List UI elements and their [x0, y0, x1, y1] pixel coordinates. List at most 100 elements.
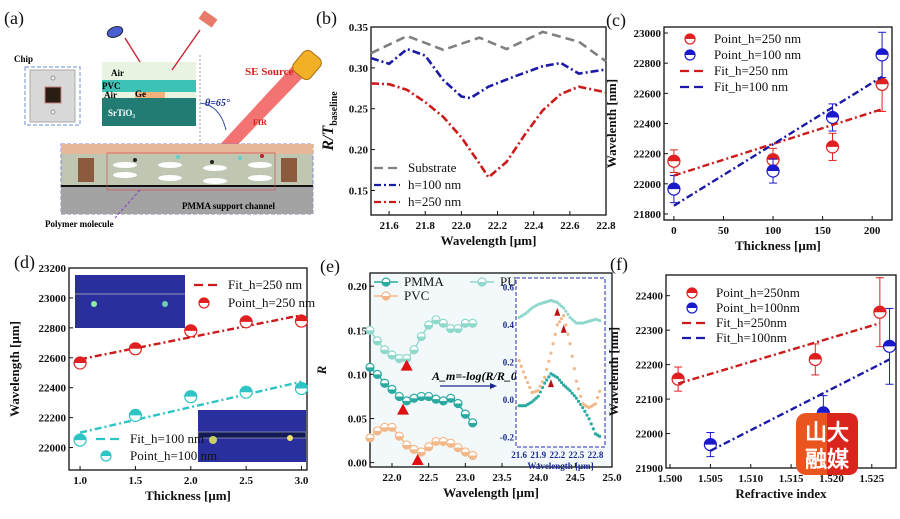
- inset-data-dot: [591, 427, 595, 431]
- y-tick-label: 22400: [634, 119, 662, 131]
- incident-ray: [171, 29, 201, 71]
- inset-data-dot: [589, 422, 593, 426]
- marker-fill: [410, 349, 418, 354]
- x-tick-label: 21.6: [379, 220, 399, 232]
- y-tick-label: 0.10: [348, 369, 368, 381]
- x-tick-label: 25.0: [602, 472, 622, 484]
- data-point: [808, 352, 822, 367]
- x-axis-label: Refractive index: [735, 486, 827, 501]
- inset-data-dot: [517, 359, 521, 363]
- emitter-icon: [198, 10, 218, 28]
- inset-x-tick-label: 21.6: [511, 450, 527, 460]
- legend-label: Point_h=250 nm: [228, 295, 315, 310]
- data-point: [431, 315, 441, 325]
- inset-data-dot: [536, 394, 540, 398]
- y-tick-label: 22400: [39, 383, 67, 395]
- inset-data-dot: [585, 413, 589, 417]
- channel-label: PMMA support channel: [182, 201, 276, 211]
- layer-ge: [135, 92, 165, 98]
- data-point: [184, 324, 198, 338]
- inset-data-dot: [564, 309, 568, 313]
- data-point: [468, 318, 478, 328]
- watermark-line2: 融媒: [805, 447, 850, 472]
- y-axis-label: Wavelength [μm]: [7, 321, 22, 417]
- data-point: [294, 381, 309, 396]
- annotation-formula: A_m=-log(R/R_0): [431, 369, 521, 383]
- marker-fill: [809, 353, 822, 360]
- data-point: [387, 350, 397, 360]
- marker-fill: [388, 355, 396, 360]
- marker-fill: [424, 396, 433, 401]
- marker-fill: [395, 396, 404, 401]
- data-point: [446, 393, 456, 403]
- plot-frame: [370, 26, 607, 216]
- legend-marker: [686, 302, 698, 314]
- marker-fill: [667, 183, 680, 190]
- marker-fill: [366, 367, 374, 372]
- legend-marker: [198, 297, 210, 309]
- marker-fill: [468, 422, 477, 427]
- inset-x-tick-label: 22.8: [588, 450, 604, 460]
- x-axis-label: Thickness [μm]: [735, 238, 821, 253]
- legend-marker: [100, 450, 112, 462]
- inset-data-dot: [530, 400, 534, 404]
- inset-y-tick-label: -0.2: [500, 433, 515, 443]
- layer-label-srtio3: SrTiO₃: [108, 108, 135, 118]
- x-tick-label: 1.505: [698, 473, 723, 485]
- legend-marker: [684, 33, 696, 45]
- y-tick-label: 22600: [634, 88, 662, 100]
- inset-data-dot: [570, 354, 574, 358]
- marker-fill: [876, 48, 889, 55]
- data-point: [460, 409, 470, 419]
- marker-fill: [240, 315, 253, 322]
- data-point: [446, 438, 456, 448]
- inset-data-dot: [553, 332, 557, 336]
- marker-fill: [461, 414, 470, 419]
- marker-fill: [184, 324, 197, 331]
- inset-peak-marker: [547, 379, 554, 388]
- inset-data-dot: [566, 312, 570, 316]
- marker-fill: [454, 403, 462, 408]
- x-tick-label: 1.520: [819, 473, 844, 485]
- x-tick-label: 100: [765, 225, 782, 237]
- x-tick-label: 200: [864, 225, 881, 237]
- y-tick-label: 0.20: [349, 145, 369, 157]
- marker-fill: [432, 399, 440, 404]
- x-tick-label: 22.0: [452, 220, 472, 232]
- marker-fill: [382, 296, 390, 300]
- marker-fill: [199, 298, 209, 303]
- legend-label: h=250 nm: [408, 194, 461, 209]
- inset-data-dot: [572, 394, 576, 398]
- y-axis-label: R/Tbaseline: [320, 91, 340, 152]
- inset-x-tick-label: 22.2: [549, 450, 565, 460]
- data-point: [380, 378, 390, 388]
- data-point: [372, 426, 382, 436]
- x-tick-label: 22.0: [382, 472, 402, 484]
- inset-data-dot: [519, 364, 523, 368]
- pmma-channel: [61, 187, 313, 214]
- marker-fill: [439, 441, 448, 446]
- panel-label-d: (d): [14, 252, 35, 273]
- inset-peak-marker: [554, 307, 561, 316]
- marker-fill: [366, 437, 374, 442]
- marker-fill: [380, 349, 389, 354]
- marker-fill: [468, 455, 477, 460]
- chart-b: 21.6 21.8 22.0 22.2 22.4 22.6 22.8 0.15 0.20 0.25…: [320, 22, 616, 248]
- field-hotspot: [287, 435, 293, 441]
- marker-fill: [454, 447, 462, 452]
- inset-data-dot: [526, 380, 530, 385]
- x-tick-label: 22.2: [488, 220, 508, 232]
- x-tick-label: 1.0: [73, 475, 87, 487]
- layer-label-ge: Ge: [135, 89, 146, 99]
- marker-fill: [468, 323, 477, 328]
- right-pillar: [281, 158, 297, 182]
- fir-label: FIR: [253, 118, 267, 127]
- marker-fill: [826, 111, 839, 118]
- legend-label: Point_h=100nm: [716, 300, 800, 315]
- legend-marker: [686, 287, 698, 299]
- inset-data-dot: [555, 323, 559, 327]
- chart-e: 22.0 22.5 23.0 23.5 24.0 24.5 25.0 0.00 0.05 0.10…: [314, 272, 622, 500]
- x-tick-label: 2.0: [184, 475, 198, 487]
- y-tick-label: 22000: [39, 443, 67, 455]
- legend-label: Fit_h=100 nm: [130, 431, 204, 446]
